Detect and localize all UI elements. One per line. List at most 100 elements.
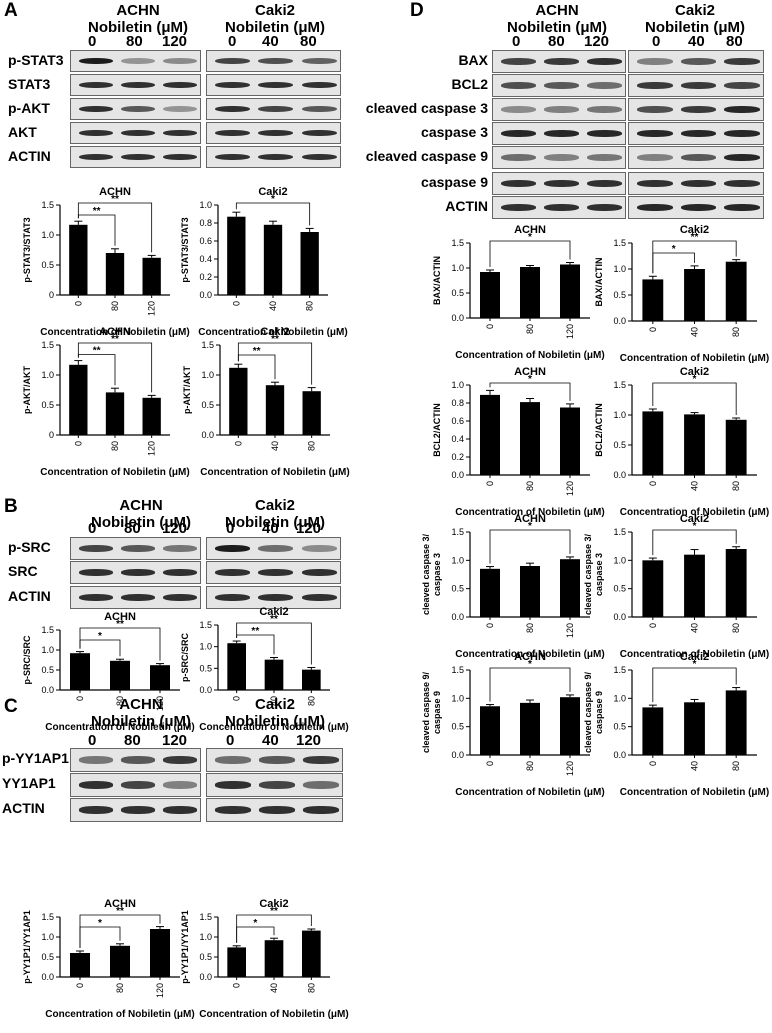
y-tick-label: 1.0: [41, 645, 54, 655]
y-tick-label: 0.4: [199, 254, 212, 264]
y-tick-label: 1.5: [613, 380, 626, 390]
x-tick-label: 80: [525, 324, 535, 334]
bar: [480, 394, 500, 475]
chart-title: ACHN: [99, 326, 131, 338]
chart-D5: ACHN 0.0 0.5 1.0 1.5 cleaved caspase 3/caspas…: [421, 513, 605, 660]
bar: [302, 930, 321, 977]
dose-label: 0: [88, 732, 97, 749]
y-axis-label: p-STAT3/STAT3: [22, 217, 32, 282]
x-axis-label: Concentration of Nobiletin (μM): [199, 1009, 348, 1020]
dose-label: 120: [296, 732, 322, 749]
x-tick-label: 40: [269, 983, 279, 993]
protein-label: caspase 3: [421, 124, 488, 140]
y-tick-label: 0.5: [451, 584, 464, 594]
y-axis-label: BAX/ACTIN: [594, 258, 604, 307]
blot-band: [301, 153, 337, 161]
panel-label-d: D: [410, 0, 424, 21]
protein-label: cleaved caspase 3: [365, 100, 488, 116]
dose-label: 80: [726, 33, 743, 50]
y-tick-label: 1.5: [199, 620, 212, 630]
y-axis-label: caspase 9: [594, 691, 604, 734]
blot-band: [637, 106, 673, 113]
significance-bracket: [652, 667, 737, 703]
blot-strip: [70, 748, 201, 772]
x-tick-label: 120: [147, 301, 157, 316]
blot-band: [724, 154, 760, 161]
bar: [70, 953, 90, 977]
bar: [150, 929, 170, 977]
y-tick-label: 0.5: [613, 584, 626, 594]
x-tick-label: 0: [73, 441, 83, 446]
x-tick-label: 0: [75, 696, 85, 701]
y-tick-label: 1.5: [199, 912, 212, 922]
blot-strip: [206, 748, 343, 772]
blot-strip: [206, 561, 341, 584]
y-tick-label: 0.0: [451, 750, 464, 760]
protein-label: p-SRC: [8, 539, 51, 555]
blot-band: [637, 82, 673, 89]
significance-bracket: [489, 667, 571, 702]
bar: [227, 216, 246, 295]
significance-label: **: [116, 619, 124, 630]
blot-band: [120, 594, 155, 601]
dose-label: 0: [228, 33, 237, 50]
blot-band: [215, 781, 251, 789]
x-tick-label: 0: [75, 983, 85, 988]
x-tick-label: 40: [270, 441, 280, 451]
blot-band: [120, 129, 155, 137]
blot-band: [543, 154, 579, 161]
blot-band: [258, 594, 294, 601]
blot-band: [78, 594, 113, 601]
bar: [150, 665, 170, 690]
y-tick-label: 0.0: [613, 612, 626, 622]
dose-label: 120: [162, 520, 188, 537]
y-tick-label: 0.6: [451, 416, 464, 426]
chart-title: ACHN: [514, 224, 546, 236]
x-axis-label: Concentration of Nobiletin (μM): [200, 467, 349, 478]
x-tick-label: 0: [485, 481, 495, 486]
bar: [642, 560, 664, 617]
blot-band: [78, 81, 113, 89]
blot-band: [162, 57, 197, 65]
blot-band: [120, 806, 155, 814]
bar: [227, 643, 246, 690]
significance-label: *: [672, 244, 676, 255]
y-axis-label: caspase 3: [432, 553, 442, 596]
y-tick-label: 0.5: [201, 400, 214, 410]
blot-band: [586, 130, 622, 137]
y-tick-label: 0.0: [451, 313, 464, 323]
blot-band: [637, 154, 673, 161]
y-tick-label: 0.0: [199, 685, 212, 695]
dose-label: 40: [688, 33, 705, 50]
blot-band: [215, 806, 251, 814]
x-axis-label: Concentration of Nobiletin (μM): [620, 353, 769, 364]
blot-strip: [628, 98, 764, 121]
blot-band: [162, 153, 197, 161]
blot-band: [637, 58, 673, 65]
blot-band: [637, 180, 673, 187]
significance-label: **: [271, 334, 279, 345]
y-tick-label: 1.0: [451, 693, 464, 703]
y-tick-label: 1.0: [41, 932, 54, 942]
y-tick-label: 1.0: [451, 263, 464, 273]
blot-band: [724, 82, 760, 89]
dose-label: 120: [162, 732, 188, 749]
bar: [105, 253, 125, 295]
blot-band: [120, 81, 155, 89]
bar: [110, 660, 130, 690]
blot-band: [301, 81, 337, 89]
significance-label: **: [93, 346, 101, 357]
y-tick-label: 0.2: [199, 272, 212, 282]
blot-band: [215, 153, 251, 161]
x-tick-label: 0: [485, 761, 495, 766]
y-tick-label: 1.5: [451, 238, 464, 248]
bar: [229, 367, 248, 435]
y-tick-label: 1.0: [199, 642, 212, 652]
blot-strip: [492, 172, 626, 195]
blot-band: [162, 569, 197, 576]
blot-strip: [492, 50, 626, 73]
chart-title: Caki2: [680, 651, 709, 663]
blot-band: [78, 57, 113, 65]
